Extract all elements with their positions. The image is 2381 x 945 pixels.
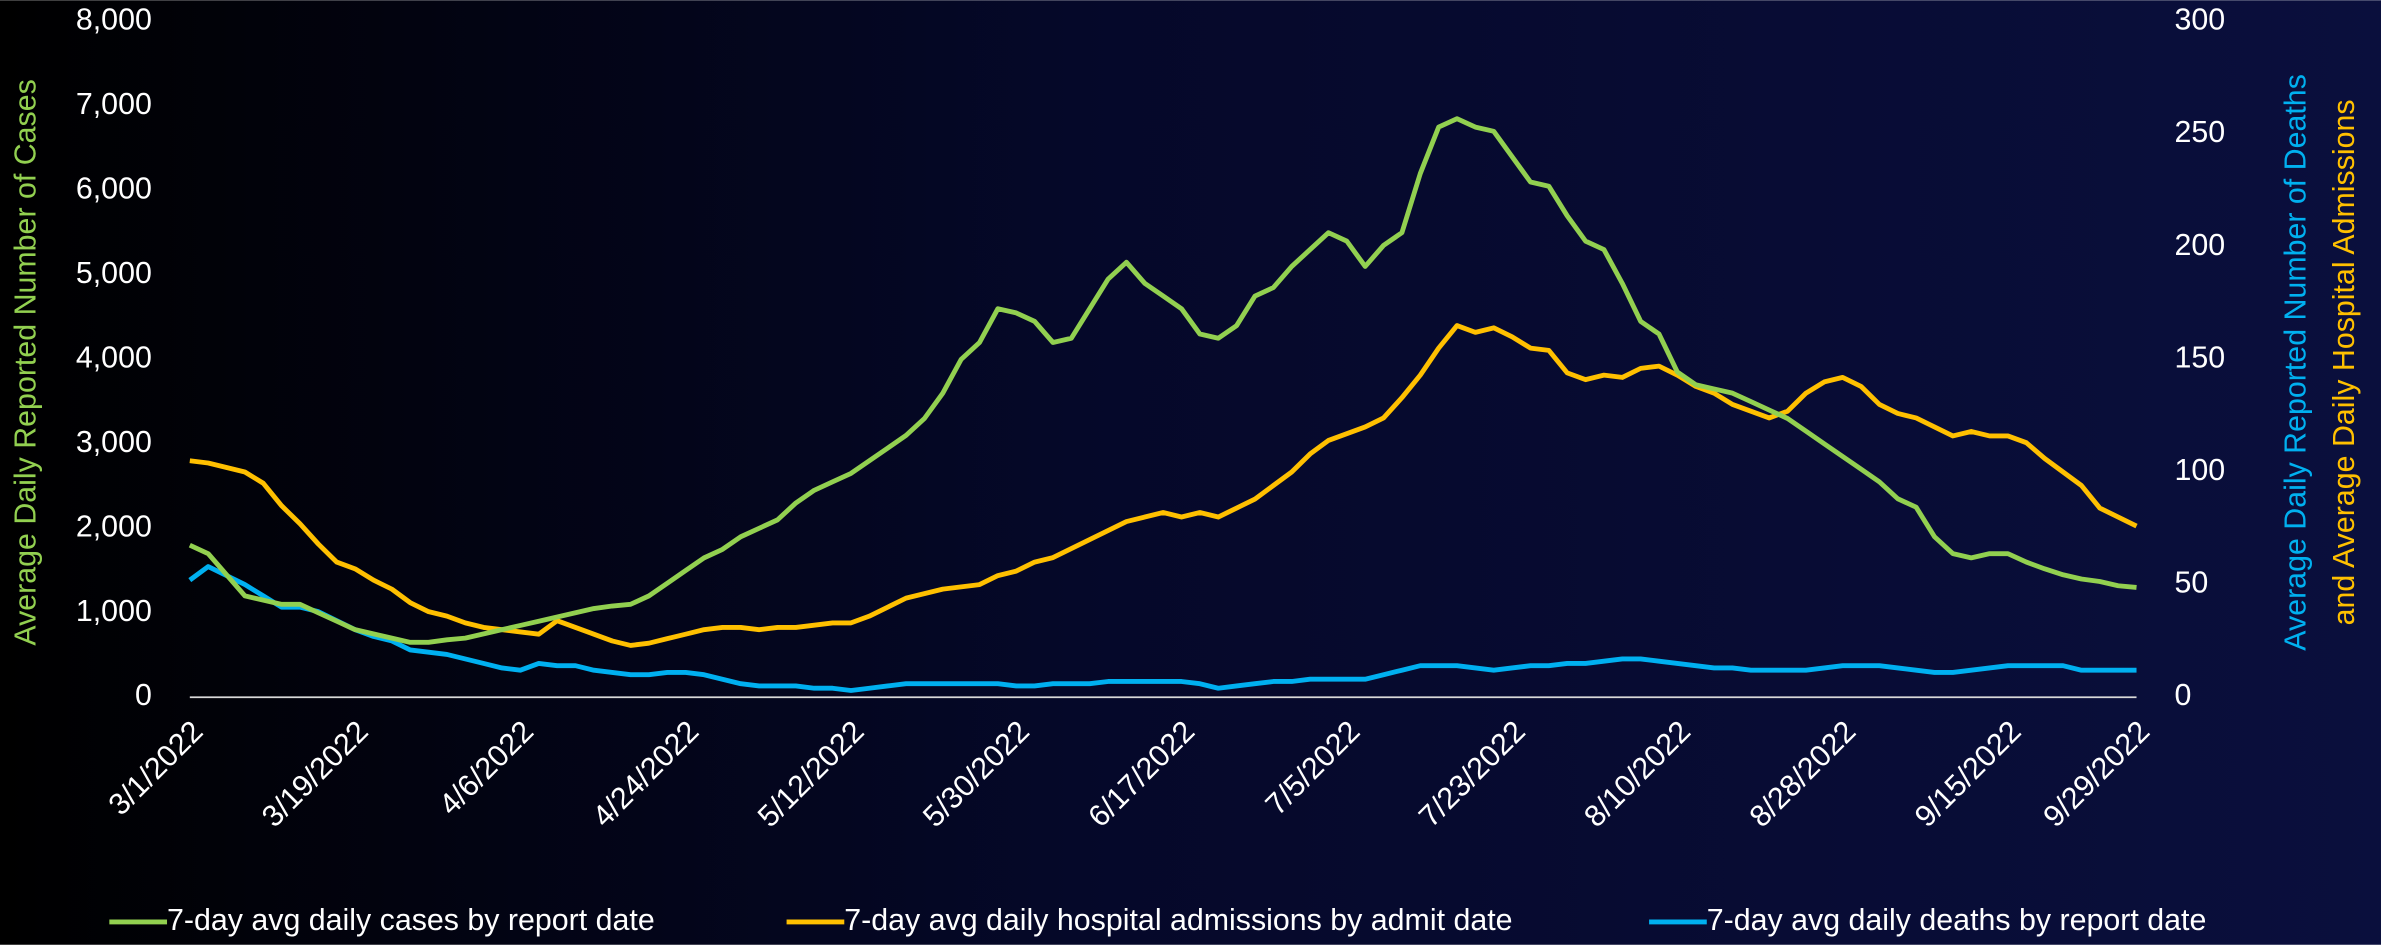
y-tick-label: 3,000 bbox=[76, 426, 152, 459]
y-tick-label: 4,000 bbox=[76, 341, 152, 374]
y-tick-label: 8,000 bbox=[76, 4, 152, 37]
y2-tick-label: 200 bbox=[2174, 229, 2225, 262]
series-line bbox=[189, 323, 2138, 648]
y-tick-label: 6,000 bbox=[76, 172, 152, 205]
y-axis-label: Average Daily Reported Number of Cases bbox=[9, 79, 42, 645]
legend-label: 7-day avg daily hospital admissions by a… bbox=[844, 904, 1512, 937]
legend-label: 7-day avg daily cases by report date bbox=[167, 904, 655, 937]
y-tick-label: 1,000 bbox=[76, 595, 152, 628]
y2-tick-label: 150 bbox=[2174, 341, 2225, 374]
series-line bbox=[188, 116, 2137, 645]
y2-tick-label: 50 bbox=[2174, 567, 2208, 600]
y2-tick-label: 0 bbox=[2174, 679, 2191, 712]
y2-tick-label: 100 bbox=[2174, 454, 2225, 487]
legend-label: 7-day avg daily deaths by report date bbox=[1707, 904, 2207, 937]
y2-axis-label: Average Daily Reported Number of Deaths bbox=[2279, 74, 2312, 651]
y2-axis-label: and Average Daily Hospital Admissions bbox=[2328, 99, 2361, 625]
y-tick-label: 5,000 bbox=[76, 257, 152, 290]
y-tick-label: 2,000 bbox=[76, 510, 152, 543]
y2-tick-label: 250 bbox=[2174, 116, 2225, 149]
series-line bbox=[188, 564, 2137, 693]
y-tick-label: 0 bbox=[135, 679, 152, 712]
y2-tick-label: 300 bbox=[2174, 4, 2225, 37]
y-tick-label: 7,000 bbox=[76, 88, 152, 121]
